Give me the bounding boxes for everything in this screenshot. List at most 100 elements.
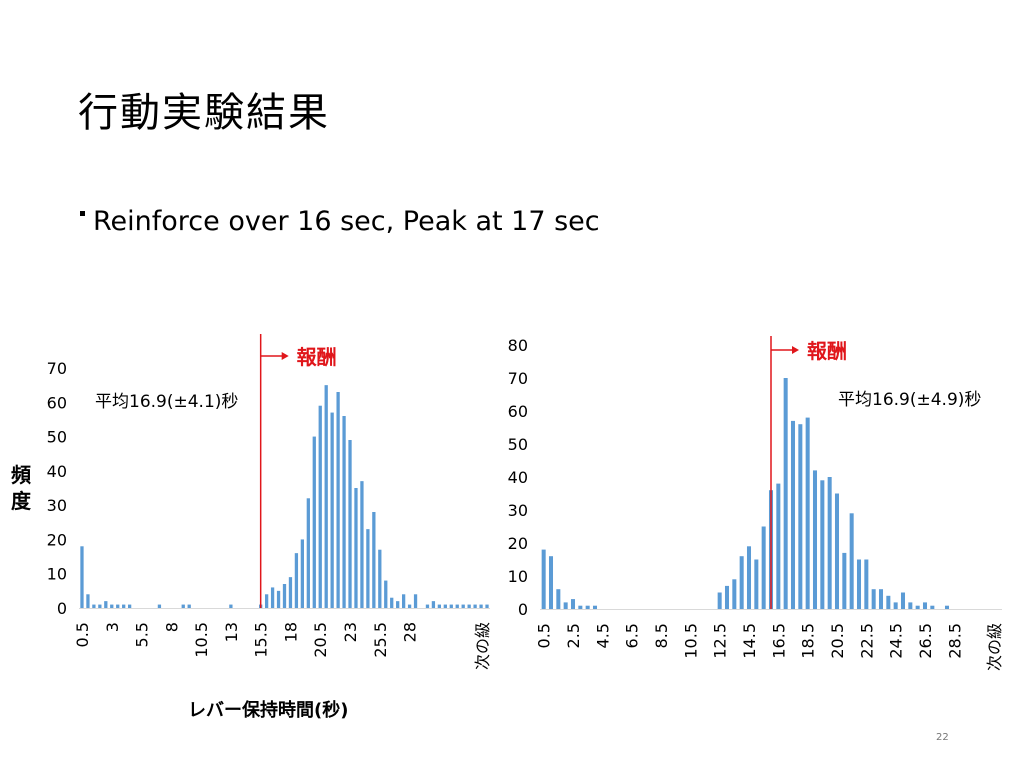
x-tick-label: 28 xyxy=(401,622,420,642)
histogram-bar xyxy=(871,589,876,609)
histogram-bar xyxy=(110,604,114,608)
bullet-dot-icon xyxy=(80,211,85,216)
y-tick-label: 20 xyxy=(47,530,67,549)
histogram-bar xyxy=(294,553,299,608)
histogram-bar xyxy=(479,604,483,608)
reward-arrow-head xyxy=(281,352,289,360)
y-tick-label: 0 xyxy=(518,600,528,619)
histogram-bar xyxy=(746,546,752,609)
histogram-bar xyxy=(330,412,334,608)
x-tick-label: 3 xyxy=(103,622,122,632)
histogram-bar xyxy=(812,470,818,609)
x-tick-label: 0.5 xyxy=(535,623,554,648)
y-tick-label: 10 xyxy=(508,567,528,586)
histogram-bar xyxy=(282,584,287,608)
histogram-bar xyxy=(570,599,576,609)
histogram-bar xyxy=(80,546,84,608)
x-tick-label: 18 xyxy=(282,622,301,642)
x-tick-label: 26.5 xyxy=(916,623,935,659)
histogram-bar xyxy=(116,604,120,608)
x-tick-label: 4.5 xyxy=(593,623,612,648)
histogram-bar xyxy=(473,604,477,608)
histogram-bar xyxy=(264,594,269,608)
histogram-bar xyxy=(922,602,928,609)
x-tick-label: 15.5 xyxy=(252,622,271,658)
y-tick-label: 20 xyxy=(508,534,528,553)
histogram-bar xyxy=(122,604,126,608)
reward-arrow-head xyxy=(792,346,799,354)
histogram-bar xyxy=(318,405,322,608)
histogram-bar xyxy=(401,594,406,608)
histogram-bar xyxy=(348,440,352,608)
histogram-bar xyxy=(270,587,275,608)
histogram-bar xyxy=(187,604,191,608)
right-histogram: 0 10 20 30 40 50 60 70 80 0.5 2.5 4.5 6.5 8.5 10.5 12.5… xyxy=(508,336,1004,671)
y-tick-label: 60 xyxy=(508,402,528,421)
y-tick-label: 10 xyxy=(47,565,67,584)
histogram-bar xyxy=(556,589,561,609)
histogram-bar xyxy=(563,602,568,609)
x-tick-label: 8.5 xyxy=(652,623,671,648)
y-tick-label: 30 xyxy=(508,501,528,520)
histogram-bar xyxy=(372,512,376,608)
x-tick-label: 6.5 xyxy=(623,623,642,648)
y-tick-label: 80 xyxy=(508,336,528,355)
histogram-bar xyxy=(384,580,388,608)
y-tick-label: 70 xyxy=(508,369,528,388)
page-number: 22 xyxy=(936,732,949,743)
histogram-bar xyxy=(437,604,442,608)
x-axis-label: レバー保持時間(秒) xyxy=(188,700,349,721)
y-tick-label: 40 xyxy=(47,462,67,481)
reward-label: 報酬 xyxy=(807,339,847,363)
histogram-bar xyxy=(312,436,316,608)
histogram-bar xyxy=(878,589,884,609)
histogram-bar xyxy=(449,604,453,608)
histogram-bar xyxy=(276,590,281,608)
x-tick-label: 28.5 xyxy=(945,623,964,659)
histogram-bar xyxy=(834,493,840,609)
x-tick-label: 22.5 xyxy=(857,623,876,659)
histogram-bar xyxy=(732,579,737,609)
histogram-bar xyxy=(390,597,394,608)
bullet-text: Reinforce over 16 sec, Peak at 17 sec xyxy=(93,206,600,237)
x-tick-label: 13 xyxy=(222,622,241,642)
y-tick-label: 60 xyxy=(47,393,67,412)
x-tick-label: 8 xyxy=(162,622,181,632)
histogram-bar xyxy=(378,549,382,608)
histogram-bar xyxy=(461,604,465,608)
histogram-bar xyxy=(798,424,803,609)
histogram-bar xyxy=(92,604,96,608)
y-tick-label: 0 xyxy=(57,599,67,618)
x-tick-label: 18.5 xyxy=(799,623,818,659)
histogram-bar xyxy=(864,559,869,609)
histogram-bar xyxy=(288,577,293,608)
histogram-bar xyxy=(98,604,102,608)
bullet-point: Reinforce over 16 sec, Peak at 17 sec xyxy=(80,206,600,237)
histogram-bar xyxy=(396,601,400,608)
histogram-bar xyxy=(541,549,546,609)
histogram-bar xyxy=(886,595,891,609)
histogram-bar xyxy=(849,513,854,609)
histogram-bar xyxy=(342,416,346,608)
y-tick-label: 40 xyxy=(508,468,528,487)
x-tick-label: 20.5 xyxy=(311,622,330,658)
y-tick-label: 50 xyxy=(508,435,528,454)
histogram-bar xyxy=(324,385,328,608)
x-tick-label: 23 xyxy=(341,622,360,642)
x-tick-label: 10.5 xyxy=(192,622,211,658)
histogram-bar xyxy=(761,526,766,609)
histogram-bar xyxy=(930,605,935,609)
reward-label: 報酬 xyxy=(297,345,337,369)
x-tick-label: 0.5 xyxy=(73,622,92,647)
histogram-bar xyxy=(900,592,906,609)
x-tick-label: 25.5 xyxy=(371,622,390,658)
histogram-bar xyxy=(354,488,358,608)
x-tick-label: 5.5 xyxy=(133,622,152,647)
histogram-bar xyxy=(783,378,788,609)
histogram-bar xyxy=(485,604,489,608)
x-tick-label: 2.5 xyxy=(564,623,583,648)
x-tick-label: 10.5 xyxy=(681,623,700,659)
histogram-bar xyxy=(127,604,132,608)
histogram-bar xyxy=(360,481,364,608)
